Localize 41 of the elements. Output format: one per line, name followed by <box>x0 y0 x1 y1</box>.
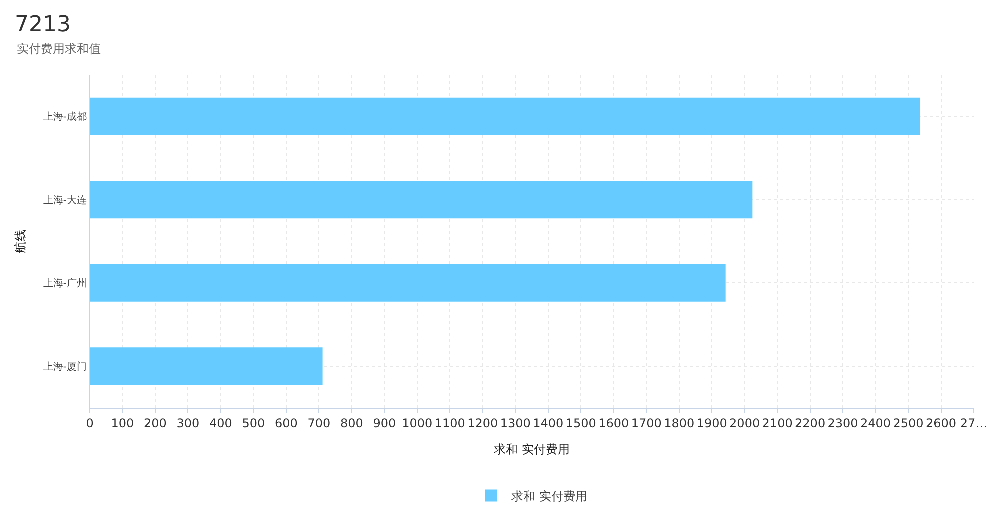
chart-subtitle: 实付费用求和值 <box>17 42 101 56</box>
legend-label: 求和 实付费用 <box>512 489 588 504</box>
x-tick-label: 500 <box>242 416 266 430</box>
x-tick-label: 1000 <box>402 416 433 430</box>
x-tick-label: 600 <box>274 416 298 430</box>
x-tick-label: 1700 <box>631 416 662 430</box>
x-tick-label: 1900 <box>696 416 728 430</box>
x-tick-label: 700 <box>308 416 331 430</box>
x-tick-label: 300 <box>176 416 200 430</box>
x-tick-label: 1400 <box>533 416 564 430</box>
bar <box>90 348 323 386</box>
x-tick-label: 1800 <box>664 416 695 430</box>
x-tick-label: 2500 <box>893 416 924 430</box>
x-axis-title: 求和 实付费用 <box>494 442 570 456</box>
x-tick-label: 2400 <box>860 416 892 430</box>
x-tick-label: 1200 <box>468 416 498 430</box>
x-tick-label: 2300 <box>828 416 858 430</box>
y-tick-label: 上海-广州 <box>43 278 87 290</box>
y-tick-label: 上海-大连 <box>43 194 87 206</box>
x-tick-label: 200 <box>144 416 167 430</box>
x-tick-label: 2000 <box>730 416 760 430</box>
x-tick-label: 0 <box>86 416 94 430</box>
y-tick-label: 上海-厦门 <box>43 360 87 373</box>
x-tick-label: 27… <box>960 416 988 430</box>
x-tick-label: 400 <box>210 416 232 430</box>
x-tick-label: 1100 <box>434 416 466 430</box>
x-tick-label: 800 <box>340 416 364 430</box>
x-tick-label: 1600 <box>598 416 630 430</box>
x-tick-label: 100 <box>111 416 134 430</box>
y-axis-title: 航线 <box>14 230 28 254</box>
x-tick-label: 2200 <box>795 416 826 430</box>
x-tick-label: 1500 <box>566 416 596 430</box>
bar <box>90 264 726 302</box>
x-tick-label: 900 <box>373 416 396 430</box>
y-tick-label: 上海-成都 <box>43 111 87 124</box>
bar <box>90 181 753 219</box>
x-tick-label: 1300 <box>500 416 531 430</box>
x-tick-label: 2100 <box>762 416 793 430</box>
chart-title: 7213 <box>15 12 71 38</box>
x-tick-label: 2600 <box>926 416 957 430</box>
bar <box>90 98 920 136</box>
